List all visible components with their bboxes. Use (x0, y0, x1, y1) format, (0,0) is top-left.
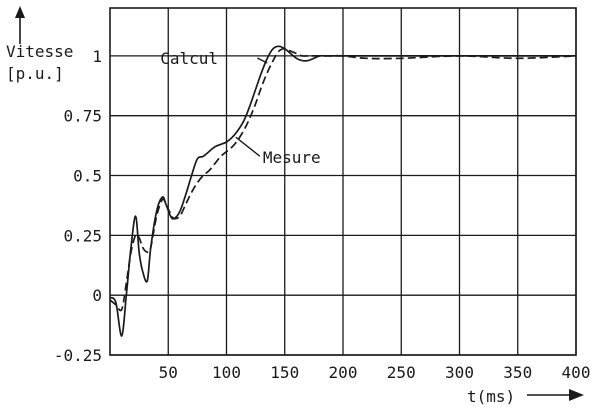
annotation-label-mesure: Mesure (263, 148, 321, 167)
tick-labels: 50 100 150 200 250 300 350 400 -0.25 0 0.25 0.5 0.75… (54, 47, 591, 382)
x-axis-arrow-head (569, 389, 584, 401)
y-tick-label: 1 (92, 47, 102, 66)
plot-frame (109, 7, 577, 356)
y-tick-label: 0 (92, 286, 102, 305)
plot-border (109, 7, 577, 356)
x-axis-title: t(ms) (467, 387, 584, 406)
x-tick-label: 200 (329, 363, 358, 382)
annotation-label-calcul: Calcul (160, 49, 218, 68)
x-tick-label: 350 (503, 363, 532, 382)
x-tick-label: 150 (270, 363, 299, 382)
annotation-leader-calcul (256, 57, 268, 64)
y-tick-label: 0.25 (63, 226, 102, 245)
x-tick-label: 400 (562, 363, 591, 382)
y-axis-arrow-head (15, 6, 25, 18)
y-tick-label: -0.25 (54, 346, 102, 365)
x-tick-label: 50 (159, 363, 178, 382)
y-tick-label: 0.75 (63, 107, 102, 126)
y-axis-label-line1: Vitesse (6, 42, 73, 61)
y-axis-title: Vitesse [p.u.] (6, 6, 73, 83)
y-tick-label: 0.5 (73, 167, 102, 186)
x-tick-label: 250 (387, 363, 416, 382)
series-annotations: Calcul Mesure (160, 49, 320, 167)
x-axis-label: t(ms) (467, 387, 515, 406)
data-series (109, 45, 577, 337)
annotation-leader-mesure (235, 136, 261, 157)
series-line-mesure (109, 47, 577, 312)
y-axis-label-line2: [p.u.] (6, 64, 64, 83)
x-tick-label: 100 (212, 363, 241, 382)
x-tick-label: 300 (445, 363, 474, 382)
